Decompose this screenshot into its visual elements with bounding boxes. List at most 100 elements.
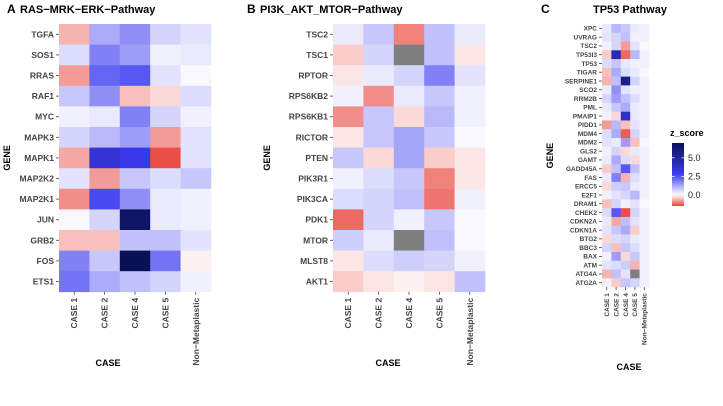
heatmap-cell <box>602 243 612 253</box>
heatmap-cell <box>180 271 212 293</box>
heatmap-cell <box>333 127 364 148</box>
heatmap-cell <box>602 278 612 288</box>
heatmap-cell <box>119 44 151 66</box>
case-label: CASE 4 <box>404 298 414 329</box>
heatmap-cell <box>119 188 151 210</box>
heatmap-cell <box>59 188 90 210</box>
heatmap-cell <box>59 44 90 66</box>
heatmap-cell <box>611 41 622 51</box>
heatmap-cell <box>333 24 364 45</box>
heatmap-cell <box>424 44 455 66</box>
heatmap-cell <box>89 168 121 190</box>
gene-label: PTEN <box>305 153 328 163</box>
heatmap-cell <box>393 147 425 169</box>
heatmap-cell <box>630 199 640 209</box>
heatmap-cell <box>611 32 622 42</box>
heatmap-cell <box>602 164 612 174</box>
case-label: CASE 4 <box>623 293 630 317</box>
gene-label: MDM4 <box>578 131 598 138</box>
heatmap-cell <box>363 230 395 251</box>
heatmap-cell <box>602 41 612 51</box>
heatmap-cell <box>630 216 640 227</box>
heatmap-cell <box>611 225 622 235</box>
heatmap-cell <box>620 102 631 112</box>
gene-label: TIGAR <box>577 70 598 77</box>
gene-label: JUN <box>37 215 54 225</box>
heatmap-cell <box>602 94 612 104</box>
heatmap-cell <box>424 106 455 128</box>
heatmap-cell <box>59 65 90 87</box>
x-axis-title: CASE <box>375 358 400 368</box>
heatmap-cell <box>620 199 631 209</box>
heatmap-cell <box>363 24 395 45</box>
heatmap-cell <box>620 120 631 130</box>
heatmap-cell <box>180 188 212 210</box>
heatmap-cell <box>630 59 640 69</box>
heatmap-cell <box>333 65 364 87</box>
heatmap-cell <box>611 216 622 227</box>
heatmap-cell <box>150 24 181 45</box>
heatmap-cell <box>611 24 622 34</box>
heatmap-cell <box>119 106 151 128</box>
heatmap-cell <box>119 168 151 190</box>
heatmap-cell <box>393 24 425 45</box>
heatmap-cell <box>639 164 650 174</box>
heatmap-cell <box>602 50 612 60</box>
heatmap-cell <box>424 188 455 210</box>
gene-label: RPTOR <box>298 71 328 81</box>
heatmap-cell <box>620 138 631 148</box>
heatmap-cell <box>620 252 631 262</box>
heatmap-cell <box>454 24 486 45</box>
gene-label: CDKN1A <box>570 227 597 234</box>
heatmap-cell <box>150 127 181 148</box>
heatmap-cell <box>333 209 364 231</box>
heatmap-cell <box>59 168 90 190</box>
panel-title-c: TP53 Pathway <box>593 4 668 16</box>
heatmap-cell <box>611 243 622 253</box>
heatmap-cell <box>639 181 650 191</box>
heatmap-cell <box>602 199 612 209</box>
heatmap-cell <box>180 147 212 169</box>
y-axis-title: GENE <box>262 145 272 171</box>
heatmap-cell <box>363 65 395 87</box>
heatmap-cell <box>611 102 622 112</box>
heatmap-cell <box>119 147 151 169</box>
heatmap-cell <box>602 208 612 218</box>
gene-label: MAP2K1 <box>20 194 55 204</box>
heatmap-cell <box>620 111 631 121</box>
heatmap-cell <box>630 138 640 148</box>
heatmap-cell <box>611 138 622 148</box>
heatmap-cell <box>611 199 622 209</box>
heatmap-cell <box>620 67 631 77</box>
heatmap-cell <box>363 85 395 107</box>
heatmap-cell <box>639 199 650 209</box>
heatmap-cell <box>639 234 650 244</box>
heatmap-cell <box>620 59 631 69</box>
heatmap-cell <box>620 129 631 139</box>
heatmap-cell <box>180 85 212 107</box>
heatmap-cell <box>639 243 650 253</box>
heatmap-cell <box>639 24 650 34</box>
gene-label: GAMT <box>578 157 597 164</box>
heatmap-cell <box>620 164 631 174</box>
heatmap-cell <box>630 129 640 139</box>
heatmap-cell <box>639 102 650 112</box>
heatmap-cell <box>602 24 612 34</box>
heatmap-cell <box>180 127 212 148</box>
heatmap-cell <box>150 147 181 169</box>
legend-title: z_score <box>670 128 704 138</box>
heatmap-cell <box>630 111 640 121</box>
heatmap-cell <box>602 59 612 69</box>
heatmap-cell <box>363 168 395 190</box>
gene-label: TP53I3 <box>576 52 597 59</box>
gene-label: RPS6KB2 <box>289 91 328 101</box>
heatmap-cell <box>611 50 622 60</box>
gene-label: ATG4A <box>575 271 597 278</box>
legend-colorbar <box>672 143 684 206</box>
heatmap-cell <box>611 155 622 165</box>
heatmap-cell <box>119 271 151 293</box>
heatmap-cell <box>602 111 612 121</box>
heatmap-cell <box>620 225 631 235</box>
panel-letter-b: B <box>247 2 256 16</box>
heatmap-cell <box>333 44 364 66</box>
